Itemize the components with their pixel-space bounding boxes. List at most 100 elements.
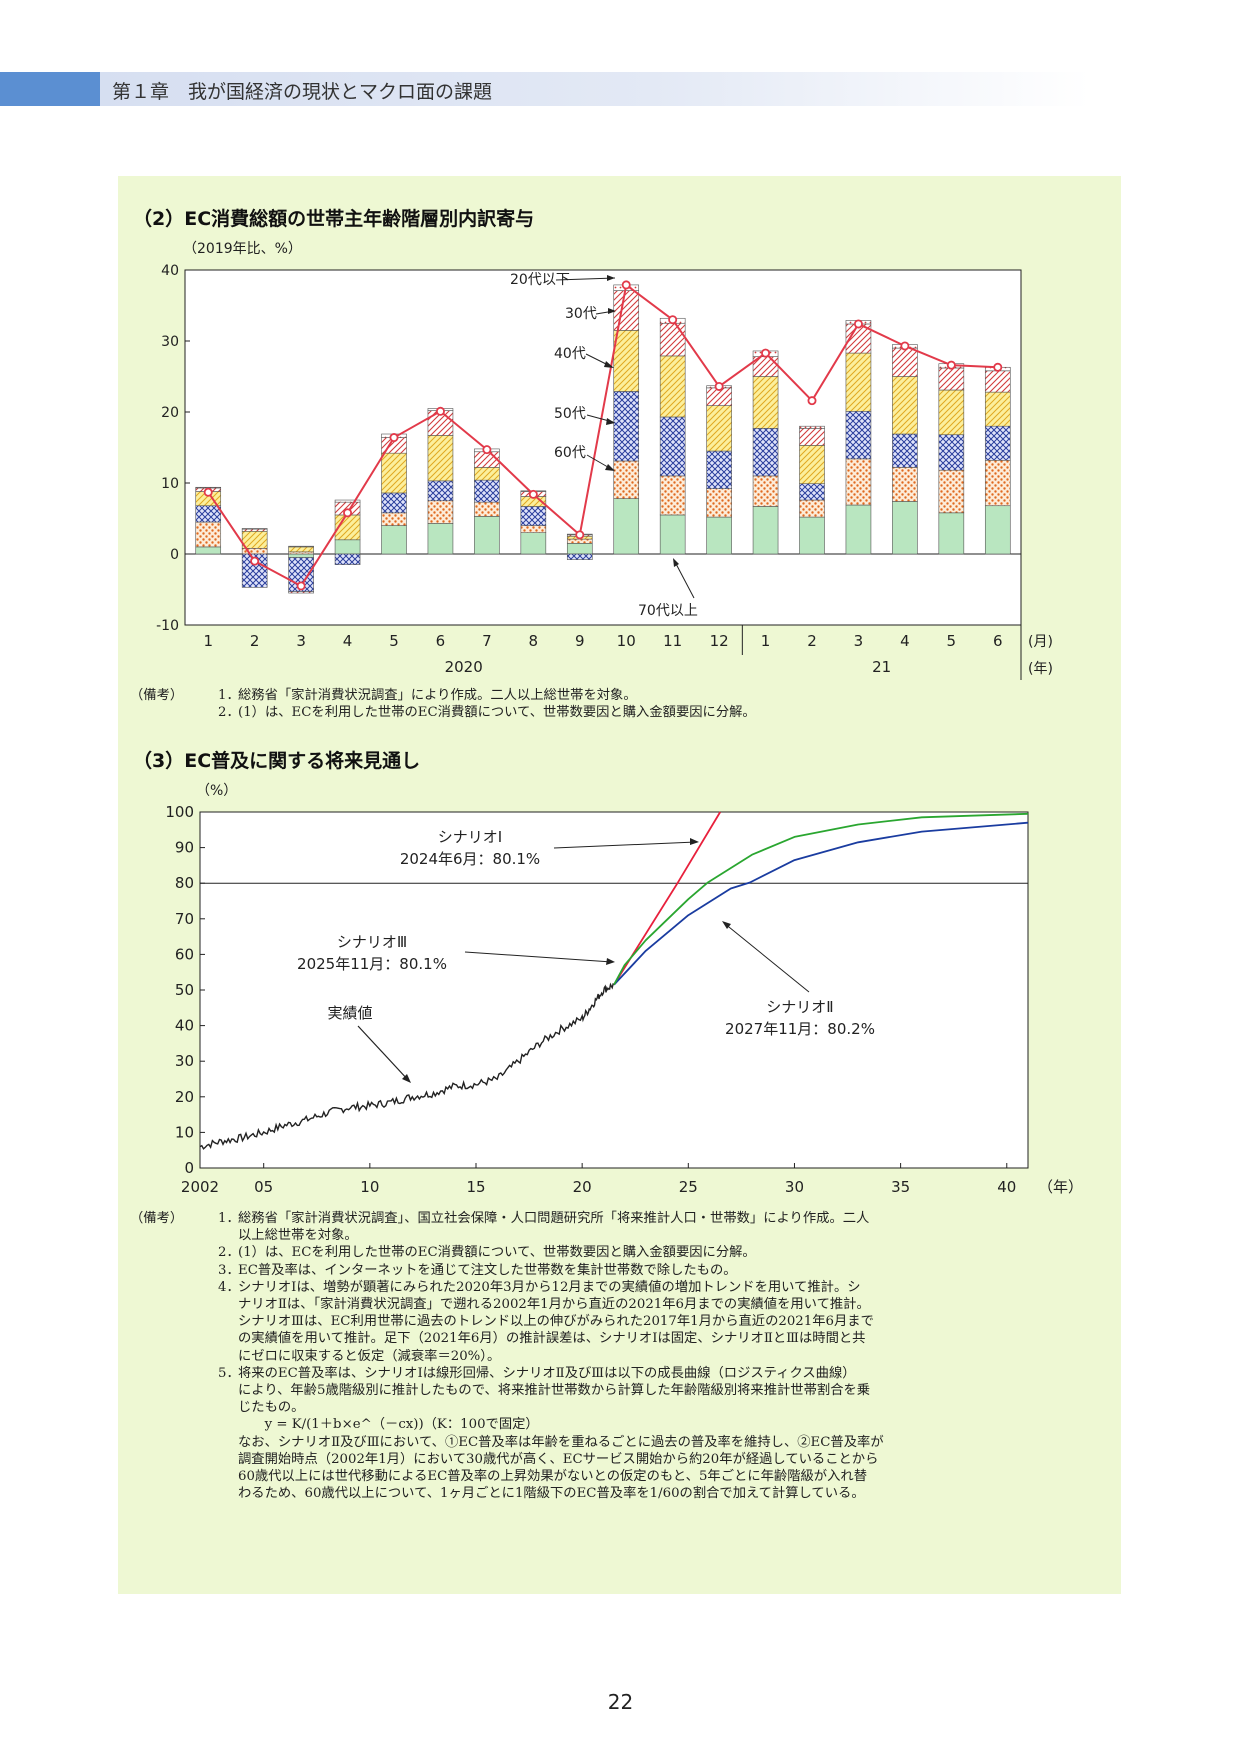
annotation-20s: 20代以下 xyxy=(510,272,570,288)
y-tick-label: 90 xyxy=(175,839,194,857)
x-tick-label: 3 xyxy=(296,632,306,650)
bar-segment xyxy=(566,538,593,544)
note-item: 4． シナリオⅠは、増勢が顕著にみられた2020年3月から12月までの実績値の増… xyxy=(218,1279,874,1364)
bar-segment xyxy=(984,459,1011,507)
note-item: 2． (1）は、ECを利用した世帯のEC消費額について、世帯数要因と購入金額要因… xyxy=(218,705,756,721)
x-tick-label: 1 xyxy=(761,632,771,650)
year-label-2020: 2020 xyxy=(445,658,483,676)
y-tick-label: 10 xyxy=(175,1123,194,1141)
bar-segment xyxy=(659,355,686,418)
total-point xyxy=(668,315,678,325)
bar-segment xyxy=(799,445,825,485)
total-point xyxy=(761,348,771,358)
note-item: （備考） 1． 総務省「家計消費状況調査」により作成。二人以上総世帯を対象。 xyxy=(130,688,637,703)
bar-segment xyxy=(984,370,1011,393)
chart3-year-unit: （年） xyxy=(1038,1178,1083,1196)
annotation-scenario1-arrow xyxy=(553,841,697,849)
bar-segment xyxy=(659,416,686,477)
annotation-actual-arrow xyxy=(357,1025,410,1082)
bar-segment xyxy=(613,330,640,392)
bar-segment xyxy=(706,516,732,555)
y-tick-label: 100 xyxy=(165,803,194,821)
x-tick-label: 4 xyxy=(343,632,353,650)
x-tick-label: 9 xyxy=(575,632,585,650)
x-tick-label: 25 xyxy=(679,1178,698,1196)
bar-segment xyxy=(845,410,872,460)
bar-segment xyxy=(892,433,918,468)
bar-segment xyxy=(288,545,314,548)
annotation-70plus: 70代以上 xyxy=(638,603,698,619)
x-tick-label: 6 xyxy=(993,632,1003,650)
y-tick-label: 10 xyxy=(161,476,179,492)
bar-segment xyxy=(195,521,222,548)
bar-segment xyxy=(427,435,454,482)
bar-segment xyxy=(984,425,1011,461)
bar-segment xyxy=(752,376,779,429)
chart3-notes: （備考） 1． 総務省「家計消費状況調査」、国立社会保障・人口問題研究所「将来推… xyxy=(130,1210,1090,1502)
y-tick-label: 40 xyxy=(175,1017,194,1035)
bar-segment xyxy=(195,505,222,523)
bar-segment xyxy=(799,516,825,555)
x-tick-label: 3 xyxy=(854,632,864,650)
x-tick-label: 6 xyxy=(436,632,446,650)
total-point xyxy=(482,445,492,455)
annotation-scenario1-value: 2024年6月：80.1% xyxy=(400,850,540,868)
bar-segment xyxy=(706,488,732,518)
x-tick-label: 5 xyxy=(389,632,399,650)
bar-segment xyxy=(984,391,1011,427)
bar-segment xyxy=(381,452,407,494)
x-tick-label: 05 xyxy=(254,1178,273,1196)
bar-segment xyxy=(474,516,500,555)
note-item: 5． 将来のEC普及率は、シナリオⅠは線形回帰、シナリオⅡ及びⅢは以下の成長曲線… xyxy=(218,1365,884,1502)
header-tab xyxy=(0,72,100,106)
annotation-scenario1-name: シナリオⅠ xyxy=(438,828,502,846)
bar-segment xyxy=(566,553,593,560)
total-point xyxy=(575,530,585,540)
total-point xyxy=(435,406,445,416)
total-point xyxy=(900,341,910,351)
annotation-20s-arrow xyxy=(555,277,616,281)
series-scenario1-line xyxy=(613,811,721,986)
bar-segment xyxy=(799,428,825,446)
annotation-40s: 40代 xyxy=(554,346,586,362)
annotation-scenario2-arrow xyxy=(723,922,810,993)
bar-segment xyxy=(241,528,268,532)
bar-segment xyxy=(427,480,454,502)
bar-segment xyxy=(613,391,640,462)
annotation-50s: 50代 xyxy=(554,406,586,422)
chart2-title: （2）EC消費総額の世帯主年齢階層別内訳寄与 xyxy=(133,208,535,230)
total-point xyxy=(528,489,538,499)
bar-segment xyxy=(427,500,454,524)
bar-segment xyxy=(892,376,918,435)
bar-segment xyxy=(334,499,361,503)
series-actual-line xyxy=(199,982,615,1150)
x-tick-label: 20 xyxy=(573,1178,592,1196)
y-tick-label: 0 xyxy=(184,1159,194,1177)
bar-segment xyxy=(288,591,314,594)
bar-segment xyxy=(938,389,965,436)
note-item: （備考） 1． 総務省「家計消費状況調査」、国立社会保障・人口問題研究所「将来推… xyxy=(130,1211,870,1244)
bar-segment xyxy=(845,504,872,555)
note-item: 2． (1）は、ECを利用した世帯のEC消費額について、世帯数要因と購入金額要因… xyxy=(218,1245,756,1261)
series-scenario2-line xyxy=(613,821,1029,986)
year-label-21: 21 xyxy=(872,658,891,676)
total-point xyxy=(714,381,724,391)
annotation-scenario3-name: シナリオⅢ xyxy=(337,933,407,951)
bar-segment xyxy=(706,405,732,452)
bar-segment xyxy=(381,525,407,555)
x-tick-label: 5 xyxy=(947,632,957,650)
x-tick-label: 2002 xyxy=(181,1178,219,1196)
bar-segment xyxy=(427,523,454,555)
bar-segment xyxy=(381,492,407,514)
month-unit: (月) xyxy=(1028,634,1053,650)
x-tick-label: 7 xyxy=(482,632,492,650)
x-tick-label: 15 xyxy=(466,1178,485,1196)
total-point xyxy=(250,556,260,566)
bar-segment xyxy=(381,512,407,526)
total-point xyxy=(993,362,1003,372)
total-point xyxy=(807,396,817,406)
bar-segment xyxy=(938,367,965,391)
bar-segment xyxy=(799,499,825,518)
